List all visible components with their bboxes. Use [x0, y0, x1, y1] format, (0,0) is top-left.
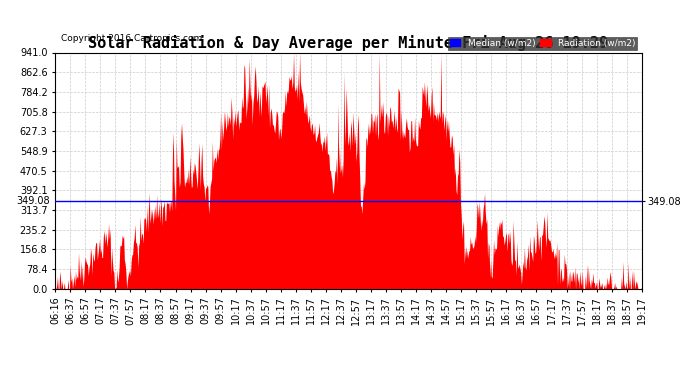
Text: 349.08: 349.08	[16, 196, 50, 206]
Legend: Median (w/m2), Radiation (w/m2): Median (w/m2), Radiation (w/m2)	[448, 37, 637, 50]
Text: Copyright 2016 Cartronics.com: Copyright 2016 Cartronics.com	[61, 34, 202, 43]
Title: Solar Radiation & Day Average per Minute Fri Aug 26 19:29: Solar Radiation & Day Average per Minute…	[88, 35, 609, 51]
